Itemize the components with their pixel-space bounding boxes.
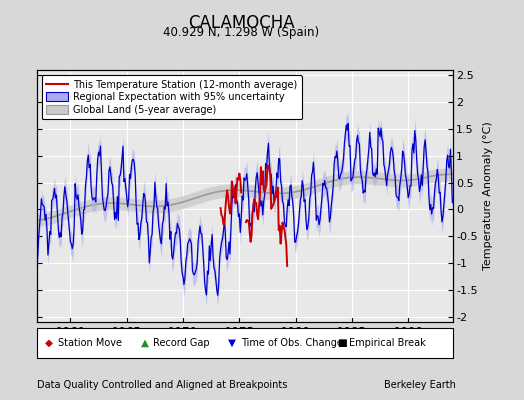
- Legend: This Temperature Station (12-month average), Regional Expectation with 95% uncer: This Temperature Station (12-month avera…: [41, 75, 302, 120]
- Text: ◆: ◆: [45, 338, 53, 348]
- Text: Station Move: Station Move: [58, 338, 122, 348]
- Text: Empirical Break: Empirical Break: [349, 338, 426, 348]
- Text: Record Gap: Record Gap: [154, 338, 210, 348]
- Text: Time of Obs. Change: Time of Obs. Change: [241, 338, 343, 348]
- Text: ■: ■: [336, 338, 346, 348]
- Text: Data Quality Controlled and Aligned at Breakpoints: Data Quality Controlled and Aligned at B…: [37, 380, 287, 390]
- Text: ▲: ▲: [141, 338, 149, 348]
- Text: CALAMOCHA: CALAMOCHA: [188, 14, 294, 32]
- Text: 40.929 N, 1.298 W (Spain): 40.929 N, 1.298 W (Spain): [163, 26, 319, 39]
- Text: ▼: ▼: [228, 338, 236, 348]
- Text: Berkeley Earth: Berkeley Earth: [384, 380, 456, 390]
- FancyBboxPatch shape: [37, 328, 453, 358]
- Y-axis label: Temperature Anomaly (°C): Temperature Anomaly (°C): [483, 122, 493, 270]
